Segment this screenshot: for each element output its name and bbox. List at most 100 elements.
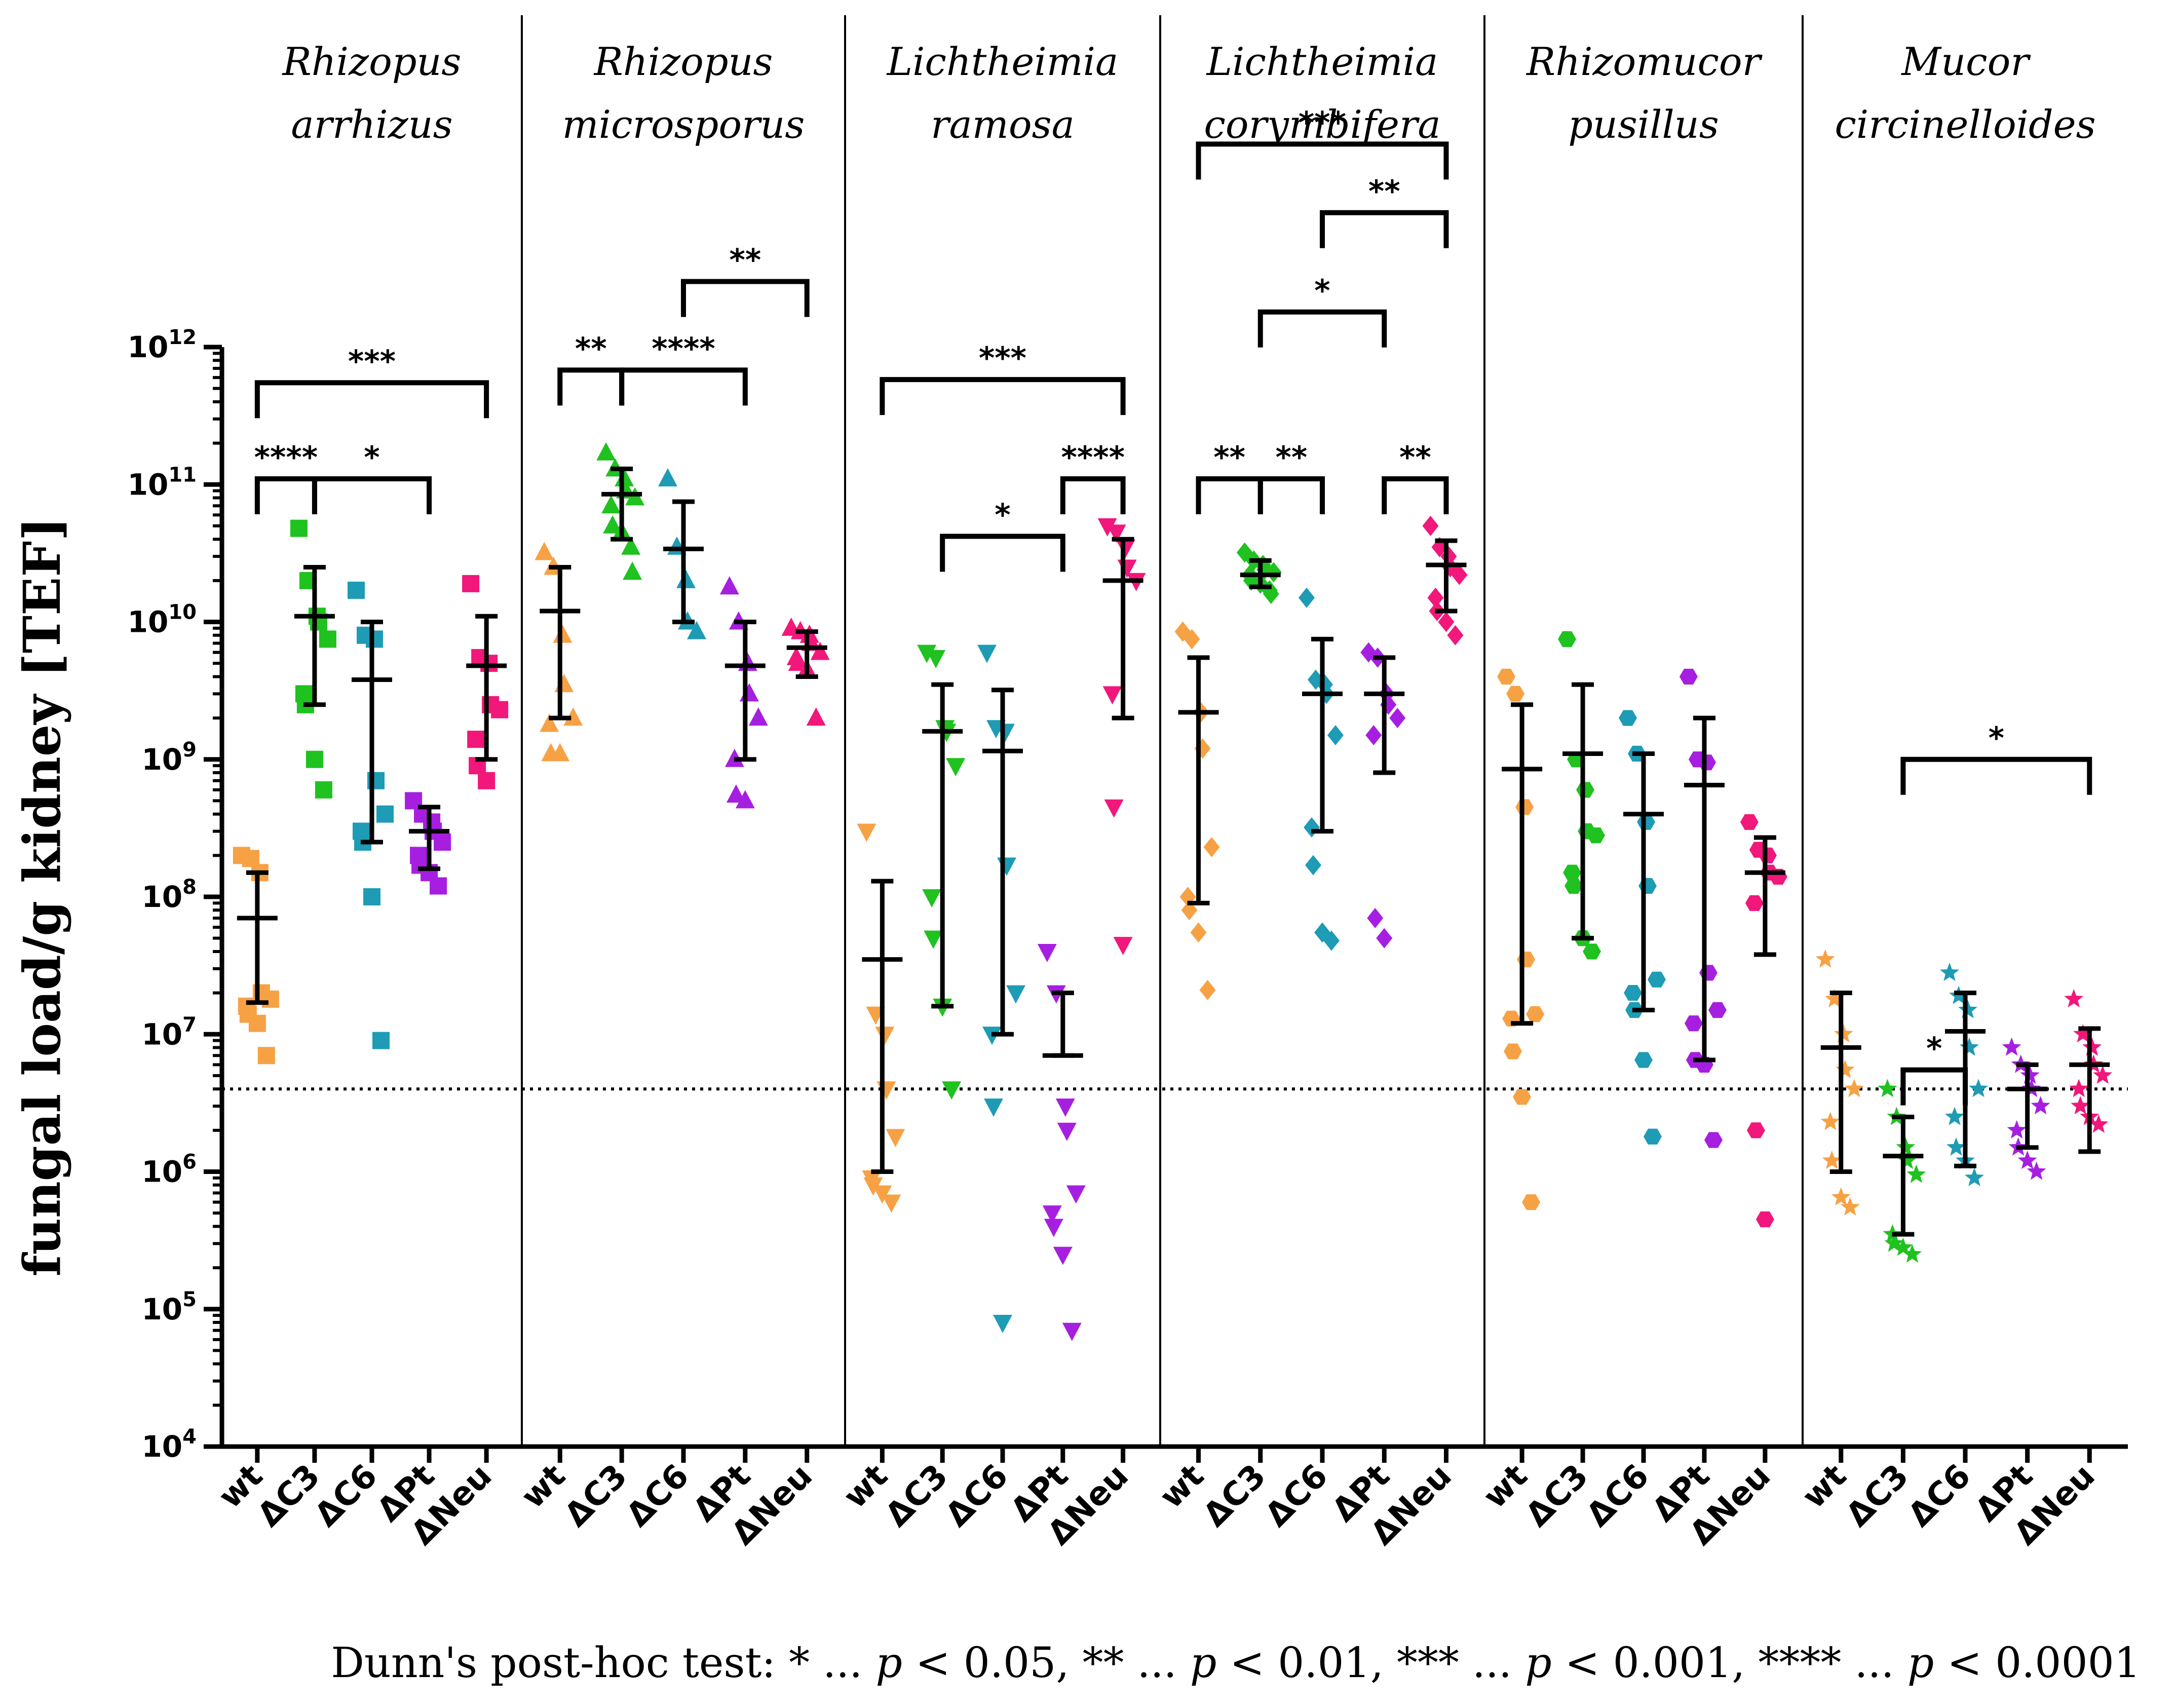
significance-bracket: **** <box>619 331 748 406</box>
data-point <box>984 1098 1003 1117</box>
data-point <box>1756 1211 1774 1228</box>
data-point <box>603 515 623 534</box>
significance-bracket: * <box>1900 1031 1968 1106</box>
y-tick-label: 105 <box>141 1288 197 1326</box>
data-point <box>810 641 830 660</box>
data-point <box>942 1081 962 1100</box>
significance-label: **** <box>1061 440 1125 475</box>
x-tick-label: ΔC3 <box>878 1457 955 1534</box>
footnote-t1: < 0.05, ** ... <box>902 1639 1190 1687</box>
data-point <box>1497 668 1516 685</box>
x-tick-label: ΔC3 <box>1839 1457 1916 1534</box>
data-point <box>658 468 677 487</box>
y-tick-exponent: 9 <box>182 738 197 762</box>
data-point <box>1684 1015 1703 1032</box>
y-tick-exponent: 8 <box>182 876 197 899</box>
data-point <box>1042 1205 1062 1224</box>
panel-title-line1: Mucor <box>1900 39 2031 84</box>
data-point <box>1746 1122 1765 1138</box>
data-point <box>1184 629 1200 650</box>
data-point <box>2071 1096 2090 1115</box>
data-point <box>1679 668 1698 685</box>
data-point <box>1190 922 1207 943</box>
series-1: wt <box>1153 621 1220 1516</box>
series-4: ΔPt <box>686 576 768 1529</box>
data-point <box>2073 1024 2093 1043</box>
data-point <box>2027 1161 2046 1180</box>
data-point <box>1367 908 1384 929</box>
data-point <box>1203 837 1220 857</box>
data-point <box>1053 1246 1073 1265</box>
data-point <box>248 1014 266 1032</box>
significance-bracket: *** <box>880 340 1126 415</box>
data-point <box>1815 949 1835 968</box>
bracket-line <box>557 367 625 406</box>
bracket-line <box>1382 476 1449 515</box>
x-tick-label: ΔC3 <box>557 1457 634 1534</box>
data-point <box>1504 1043 1522 1059</box>
bracket-line <box>254 380 489 419</box>
panel-title-line1: Lichtheimia <box>886 39 1119 84</box>
data-point <box>554 674 574 693</box>
bracket-line <box>1196 141 1449 180</box>
data-point <box>1057 1122 1077 1141</box>
data-point <box>366 630 383 648</box>
data-point <box>719 576 739 595</box>
data-point <box>478 772 495 789</box>
data-point <box>1637 814 1655 830</box>
data-point <box>857 823 876 842</box>
data-point <box>1106 524 1126 543</box>
series-1: wt <box>836 823 905 1516</box>
data-point <box>1878 1079 1897 1097</box>
data-point <box>306 750 323 768</box>
y-tick-base: 10 <box>141 880 182 914</box>
y-tick-label: 108 <box>141 876 197 914</box>
data-point <box>1113 937 1133 956</box>
series-5: ΔNeu <box>1041 518 1146 1552</box>
series-5: ΔNeu <box>1683 814 1787 1552</box>
data-point <box>1897 1151 1917 1169</box>
data-point <box>1834 1024 1853 1043</box>
data-point <box>1587 827 1606 844</box>
data-point <box>1745 895 1764 912</box>
data-point <box>315 781 332 799</box>
series-5: ΔNeu <box>404 575 509 1552</box>
data-point <box>735 790 755 809</box>
data-point <box>1102 686 1122 705</box>
data-point <box>1576 782 1595 798</box>
data-point <box>1265 562 1282 583</box>
data-point <box>596 442 616 461</box>
data-point <box>257 1047 275 1065</box>
data-point <box>601 495 621 514</box>
data-point <box>1638 878 1657 894</box>
series-1: wt <box>514 542 583 1516</box>
data-point <box>926 650 946 668</box>
data-point <box>348 581 365 599</box>
significance-label: ** <box>575 331 607 366</box>
data-point <box>1037 943 1057 962</box>
data-point <box>1062 1322 1082 1341</box>
data-point <box>1884 1233 1904 1252</box>
significance-bracket: ** <box>681 243 810 317</box>
y-tick-label: 104 <box>141 1425 197 1464</box>
data-point <box>1619 710 1637 726</box>
data-point <box>687 621 706 639</box>
y-tick-exponent: 7 <box>182 1013 197 1036</box>
data-point <box>1835 1059 1855 1078</box>
data-point <box>1389 708 1406 729</box>
significance-label: ** <box>1275 440 1307 475</box>
significance-bracket: * <box>1257 273 1387 348</box>
footnote-t2: < 0.01, *** ... <box>1216 1639 1525 1687</box>
y-tick-exponent: 5 <box>182 1288 197 1311</box>
data-point <box>1831 1187 1851 1206</box>
data-point <box>863 1177 883 1196</box>
significance-label: *** <box>348 344 396 379</box>
data-point <box>540 713 559 732</box>
data-point <box>621 536 641 555</box>
footnote: Dunn's post-hoc test: * ... p < 0.05, **… <box>331 1639 2141 1687</box>
y-tick-exponent: 11 <box>168 463 197 486</box>
significance-bracket: ** <box>1320 174 1449 248</box>
data-point <box>1055 1098 1075 1117</box>
